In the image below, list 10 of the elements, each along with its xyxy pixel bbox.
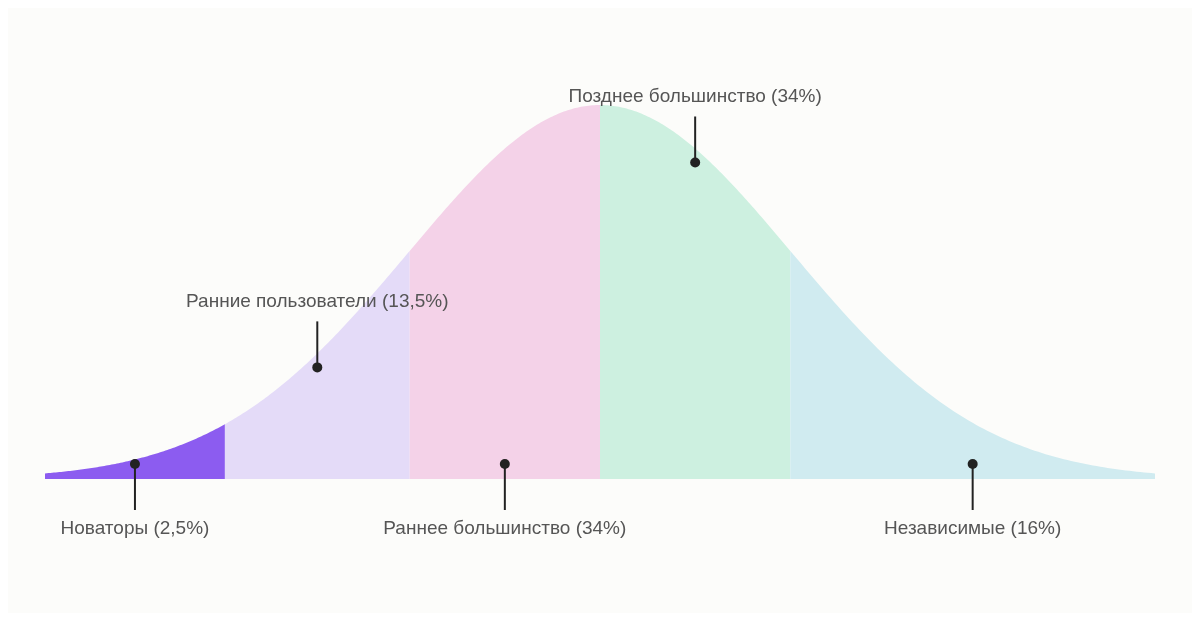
category-label: Позднее большинство xyxy=(568,85,766,107)
data-label: (13,5%) xyxy=(382,290,449,312)
category-label: Независимые xyxy=(884,517,1006,538)
data-label: (2,5%) xyxy=(153,517,210,538)
category-label: Ранние пользователи xyxy=(186,290,377,312)
data-label: (34%) xyxy=(771,85,822,107)
category-label: Новаторы xyxy=(60,517,149,538)
data-label: (34%) xyxy=(575,517,627,538)
data-label: (16%) xyxy=(1010,517,1062,538)
category-label: Раннее большинство xyxy=(383,517,571,538)
